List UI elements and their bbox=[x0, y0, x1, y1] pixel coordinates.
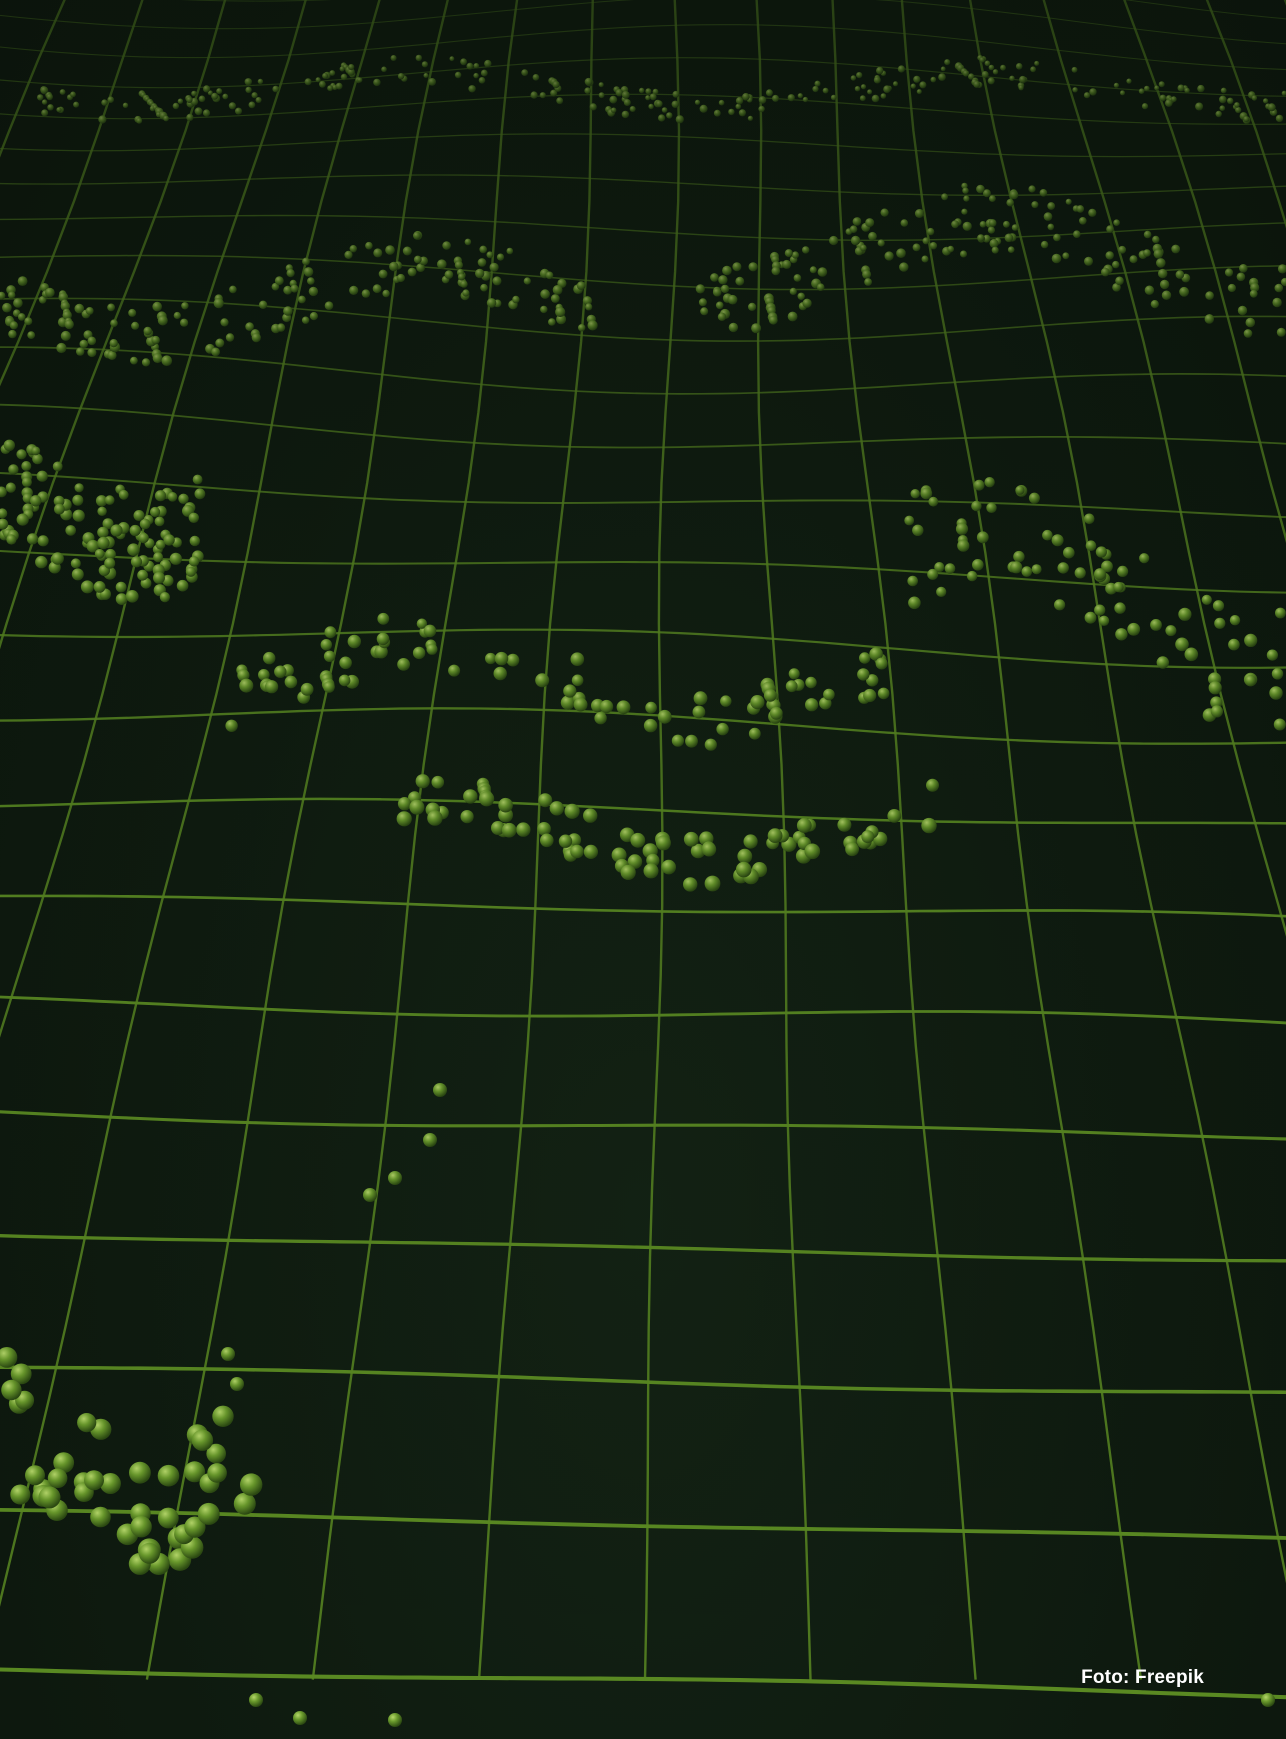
photo-credit: Foto: Freepik bbox=[1081, 1667, 1204, 1688]
